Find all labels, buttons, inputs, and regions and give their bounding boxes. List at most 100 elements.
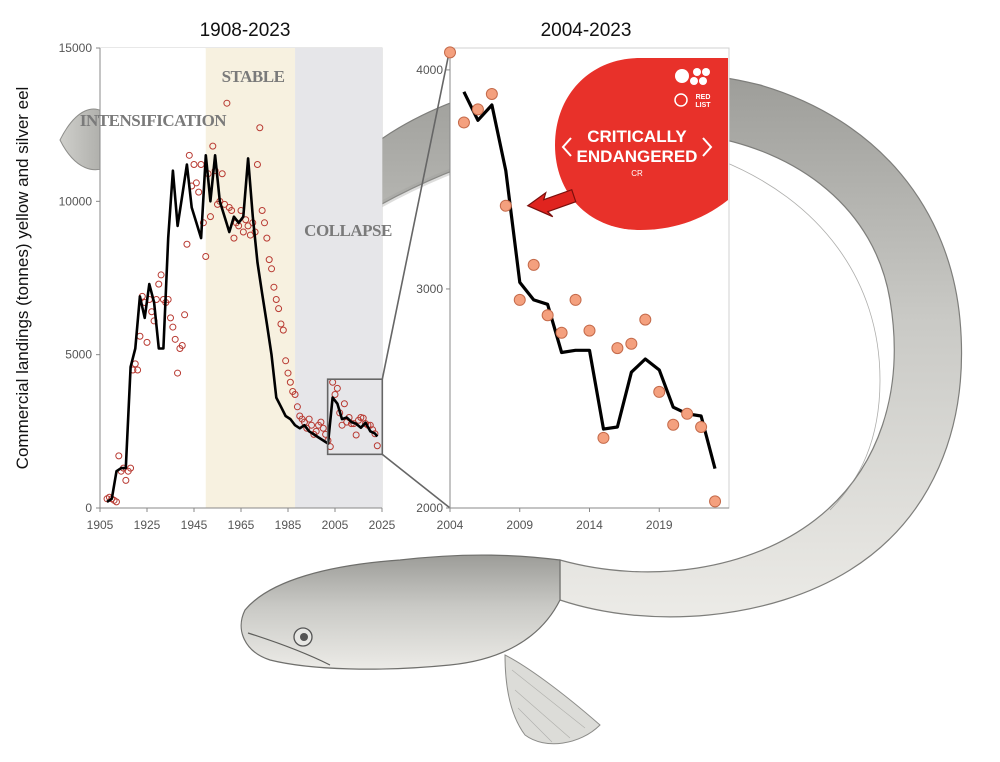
left-data-point (185, 151, 193, 159)
left-data-point (279, 326, 287, 334)
right-data-point (499, 199, 512, 212)
right-data-point (597, 431, 610, 444)
right-data-point (611, 342, 624, 355)
left-data-point (134, 366, 142, 374)
left-data-point (178, 341, 186, 349)
left-y-tick-label: 5000 (65, 348, 92, 362)
phase-label-stable: STABLE (222, 67, 285, 86)
left-y-tick-label: 15000 (59, 41, 93, 55)
left-data-point (253, 161, 261, 169)
right-chart-title: 2004-2023 (541, 20, 632, 41)
badge-line-1: CRITICALLY (587, 127, 687, 146)
left-data-point (340, 400, 348, 408)
left-data-point (218, 170, 226, 178)
left-data-point (230, 234, 238, 242)
right-x-tick-label: 2004 (437, 518, 464, 532)
left-data-point (155, 280, 163, 288)
right-data-point (485, 88, 498, 100)
right-data-point (625, 337, 638, 350)
left-data-point (305, 415, 313, 423)
left-data-point (256, 124, 264, 132)
annotation-arrow-icon (526, 188, 577, 218)
logo-text-red: RED (696, 94, 711, 101)
badge-circle (555, 58, 728, 230)
right-x-tick-label: 2014 (576, 518, 603, 532)
right-y-tick-label: 3000 (416, 282, 443, 296)
connector-bottom (381, 453, 451, 509)
left-data-point (209, 142, 217, 150)
left-data-point (282, 357, 290, 365)
left-data-point (112, 498, 120, 506)
left-data-point (192, 179, 200, 187)
right-data-point (471, 103, 484, 116)
left-chart-panel: 1905 1925 1945 1965 1985 2005 2025 0 5000 10000 15… (59, 20, 396, 532)
left-data-point (333, 384, 341, 392)
left-chart-title: 1908-2023 (200, 20, 291, 41)
left-y-tick-label: 10000 (59, 194, 93, 208)
left-data-point (195, 188, 203, 196)
red-list-logo-icon: RED LIST (674, 68, 711, 109)
y-axis-label: Commercial landings (tonnes) yellow and … (13, 87, 32, 470)
left-data-point (190, 161, 198, 169)
badge-line-2: ENDANGERED (577, 147, 698, 166)
right-data-point (444, 46, 456, 59)
right-x-tick-label: 2019 (646, 518, 673, 532)
right-series-line (462, 91, 717, 470)
left-data-point (371, 430, 379, 438)
right-data-point (653, 385, 666, 398)
left-data-point (291, 391, 299, 399)
left-y-tick-label: 0 (85, 501, 92, 515)
left-x-tick-label: 1985 (275, 518, 302, 532)
phase-band-1 (205, 48, 296, 508)
left-data-point (268, 265, 276, 273)
chevron-left-icon (561, 137, 572, 157)
left-data-point (239, 228, 247, 236)
left-data-point (319, 424, 327, 432)
chevron-right-icon (702, 137, 713, 157)
left-data-point (169, 323, 177, 331)
left-data-point (312, 427, 320, 435)
right-data-point (555, 326, 568, 339)
connector-top (381, 47, 451, 380)
left-data-point (331, 391, 339, 399)
left-data-point (143, 338, 151, 346)
left-data-point (174, 369, 182, 377)
left-series-line (106, 154, 379, 503)
left-data-point (303, 424, 311, 432)
right-y-tick-label: 4000 (416, 63, 443, 77)
right-data-point (709, 495, 722, 508)
right-chart-panel: 2004 2009 2014 2019 2000 3000 4000 2004-2023 C… (416, 20, 730, 532)
phase-label-intensification: INTENSIFICATION (80, 111, 227, 130)
left-data-point (265, 256, 273, 264)
left-data-point (167, 314, 174, 322)
left-data-point (223, 99, 231, 107)
left-x-tick-label: 2025 (369, 518, 396, 532)
left-data-point (352, 431, 360, 439)
right-y-tick-label: 2000 (416, 501, 443, 515)
right-data-point (639, 313, 652, 326)
right-data-point (583, 324, 596, 337)
right-data-point (569, 293, 582, 306)
left-data-point (308, 421, 315, 429)
left-x-tick-label: 1925 (134, 518, 161, 532)
left-data-point (202, 253, 210, 261)
left-data-point (373, 442, 381, 450)
left-data-point (338, 421, 346, 429)
inset-zoom-box (326, 378, 384, 456)
left-data-point (115, 452, 123, 460)
left-data-point (317, 418, 325, 426)
phase-band-2 (295, 48, 382, 508)
left-data-point (183, 240, 191, 248)
badge-code: CR (631, 169, 643, 178)
left-data-point (272, 295, 280, 303)
right-data-point (681, 407, 694, 420)
left-data-point (275, 305, 283, 313)
left-data-point (244, 222, 252, 230)
left-data-point (171, 335, 179, 343)
left-data-point (181, 311, 189, 319)
right-data-point (527, 258, 540, 271)
right-x-tick-label: 2009 (506, 518, 533, 532)
left-data-point (263, 234, 271, 242)
left-data-point (206, 213, 214, 221)
